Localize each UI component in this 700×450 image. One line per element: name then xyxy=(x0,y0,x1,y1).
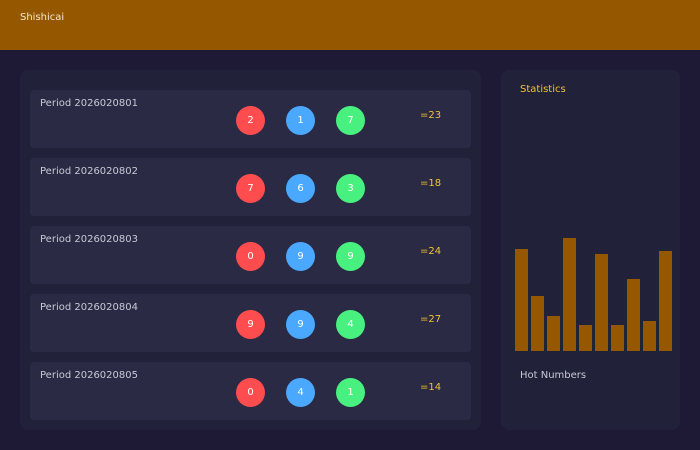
number-ball: 3 xyxy=(336,174,365,203)
number-ball: 9 xyxy=(286,242,315,271)
period-label: Period 2026020804 xyxy=(40,302,138,313)
chart-bar xyxy=(627,279,640,351)
chart-bar xyxy=(563,238,576,351)
chart-bar xyxy=(643,321,656,351)
sum-value: =18 xyxy=(420,178,442,189)
chart-bar xyxy=(595,254,608,351)
period-label: Period 2026020805 xyxy=(40,370,138,381)
statistics-title: Statistics xyxy=(520,84,566,95)
number-ball: 4 xyxy=(336,310,365,339)
sum-value: =27 xyxy=(420,314,442,325)
chart-bar xyxy=(515,249,528,351)
sum-value: =23 xyxy=(420,110,442,121)
draw-row: Period 2026020802 7 6 3 =18 xyxy=(30,158,471,216)
number-ball: 9 xyxy=(336,242,365,271)
draw-row: Period 2026020801 2 1 7 =23 xyxy=(30,90,471,148)
number-ball: 7 xyxy=(336,106,365,135)
number-ball: 0 xyxy=(236,378,265,407)
chart-bar xyxy=(531,296,544,351)
chart-bar xyxy=(659,251,672,351)
number-ball: 9 xyxy=(286,310,315,339)
number-ball: 0 xyxy=(236,242,265,271)
sum-value: =24 xyxy=(420,246,442,257)
draw-row: Period 2026020804 9 9 4 =27 xyxy=(30,294,471,352)
number-ball: 4 xyxy=(286,378,315,407)
chart-bar xyxy=(611,325,624,351)
hot-numbers-label: Hot Numbers xyxy=(520,370,587,381)
app-title: Shishicai xyxy=(20,12,65,23)
sum-value: =14 xyxy=(420,382,442,393)
draw-results-panel: Period 2026020801 2 1 7 =23 Period 2026020802… xyxy=(20,70,481,430)
draw-row: Period 2026020803 0 9 9 =24 xyxy=(30,226,471,284)
number-ball: 1 xyxy=(286,106,315,135)
app-header: Shishicai xyxy=(0,0,700,50)
number-ball: 6 xyxy=(286,174,315,203)
draw-row: Period 2026020805 0 4 1 =14 xyxy=(30,362,471,420)
chart-bar xyxy=(547,316,560,351)
statistics-panel: Statistics Hot Numbers xyxy=(501,70,680,430)
number-ball: 2 xyxy=(236,106,265,135)
number-ball: 9 xyxy=(236,310,265,339)
period-label: Period 2026020802 xyxy=(40,166,138,177)
number-ball: 1 xyxy=(336,378,365,407)
chart-bar xyxy=(579,325,592,351)
number-ball: 7 xyxy=(236,174,265,203)
period-label: Period 2026020803 xyxy=(40,234,138,245)
period-label: Period 2026020801 xyxy=(40,98,138,109)
